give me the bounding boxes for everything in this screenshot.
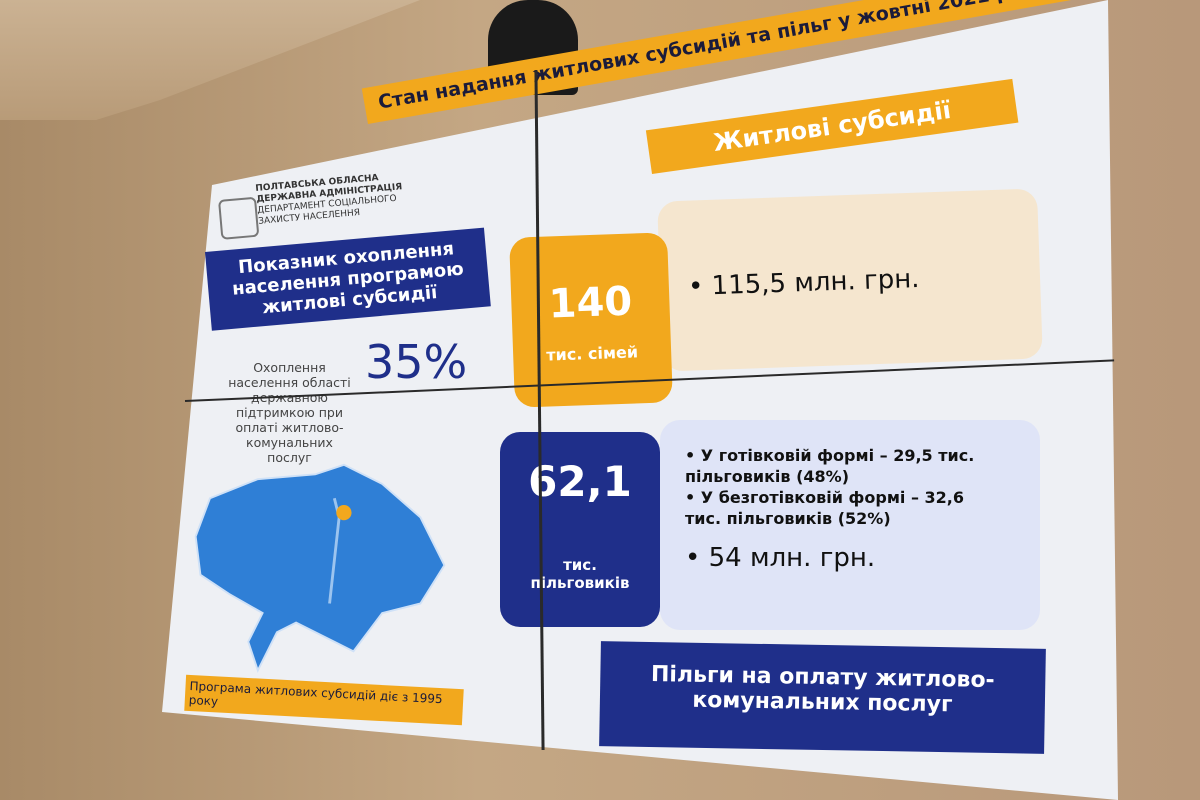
ukraine-map <box>194 463 446 673</box>
benefits-footer: Пільги на оплату житлово-комунальних пос… <box>599 641 1046 754</box>
coat-of-arms-logo <box>218 196 260 240</box>
benefits-count-unit: тис. пільговиків <box>530 556 630 592</box>
benefits-noncash: • У безготівковій формі – 32,6 тис. піль… <box>685 488 964 528</box>
benefits-count: 62,1 <box>528 457 632 506</box>
coverage-value: 35% <box>365 335 468 389</box>
coverage-text: Охоплення населення області державною пі… <box>228 360 351 465</box>
benefits-panel <box>660 420 1040 630</box>
map-pin-icon <box>336 504 352 521</box>
subsidies-count: 140 <box>547 278 633 328</box>
benefits-amount: • 54 млн. грн. <box>685 543 876 573</box>
benefits-count-box: 62,1 тис. пільговиків <box>500 432 660 627</box>
benefits-cash: • У готівковій формі – 29,5 тис. пільгов… <box>685 446 975 486</box>
benefits-details: • У готівковій формі – 29,5 тис. пільгов… <box>685 445 1005 573</box>
